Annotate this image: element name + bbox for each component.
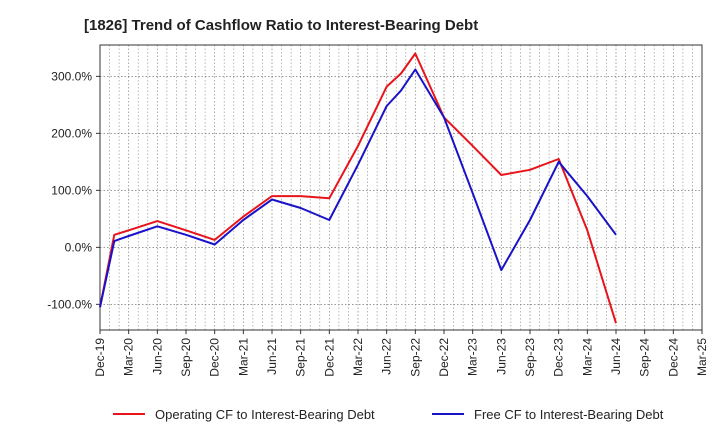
x-tick-label: Jun-20 — [150, 338, 164, 375]
x-tick-label: Dec-22 — [437, 338, 451, 377]
x-tick-label: Mar-25 — [695, 338, 709, 376]
chart-title: [1826] Trend of Cashflow Ratio to Intere… — [84, 17, 478, 34]
x-tick-label: Dec-23 — [552, 338, 566, 377]
plot-frame — [99, 44, 703, 331]
x-tick-label: Jun-21 — [265, 338, 279, 375]
x-tick-label: Dec-19 — [93, 338, 107, 377]
legend-label-free-cf: Free CF to Interest-Bearing Debt — [474, 407, 664, 422]
y-tick-label: 300.0% — [51, 69, 92, 83]
series-line-free-cf — [99, 68, 617, 308]
x-tick-label: Jun-24 — [609, 338, 623, 375]
x-tick-label: Mar-20 — [122, 338, 136, 376]
y-tick-label: -100.0% — [47, 297, 92, 311]
x-tick-label: Sep-21 — [294, 338, 308, 377]
x-tick-label: Sep-22 — [408, 338, 422, 377]
x-tick-label: Mar-22 — [351, 338, 365, 376]
x-tick-label: Mar-24 — [580, 338, 594, 376]
x-tick-label: Dec-20 — [208, 338, 222, 377]
y-tick-label: 100.0% — [51, 183, 92, 197]
x-tick-label: Sep-20 — [179, 338, 193, 377]
x-tick-label: Sep-24 — [638, 338, 652, 377]
y-tick-label: 200.0% — [51, 126, 92, 140]
x-tick-label: Mar-23 — [466, 338, 480, 376]
axes: -100.0% 0.0% 100.0% 200.0% 300.0% Dec-19 Mar-2… — [47, 44, 709, 377]
x-tick-label: Dec-21 — [322, 338, 336, 377]
legend-label-operating-cf: Operating CF to Interest-Bearing Debt — [155, 407, 375, 422]
legend: Operating CF to Interest-Bearing Debt Fr… — [113, 407, 664, 422]
series-line-operating-cf — [99, 52, 617, 324]
x-tick-label: Jun-23 — [494, 338, 508, 375]
x-tick-label: Mar-21 — [236, 338, 250, 376]
x-tick-label: Jun-22 — [380, 338, 394, 375]
y-tick-label: 0.0% — [65, 240, 93, 254]
gridlines — [100, 45, 703, 330]
data-series — [99, 52, 617, 324]
x-tick-label: Dec-24 — [666, 338, 680, 377]
x-tick-label: Sep-23 — [523, 338, 537, 377]
